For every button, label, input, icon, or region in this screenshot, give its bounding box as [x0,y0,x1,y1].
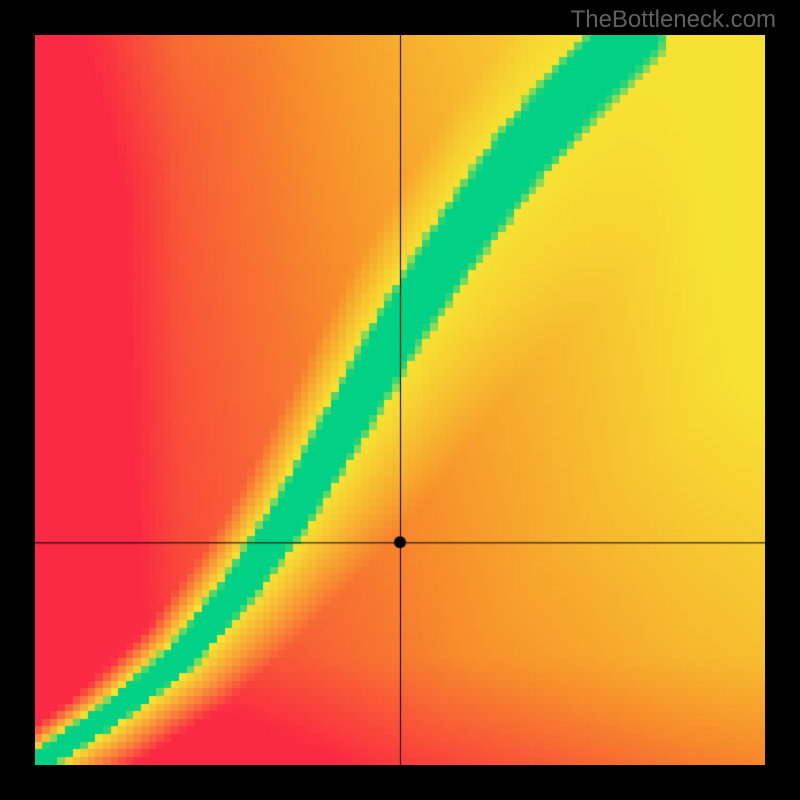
bottleneck-heatmap [35,35,765,765]
watermark-text: TheBottleneck.com [571,6,776,34]
